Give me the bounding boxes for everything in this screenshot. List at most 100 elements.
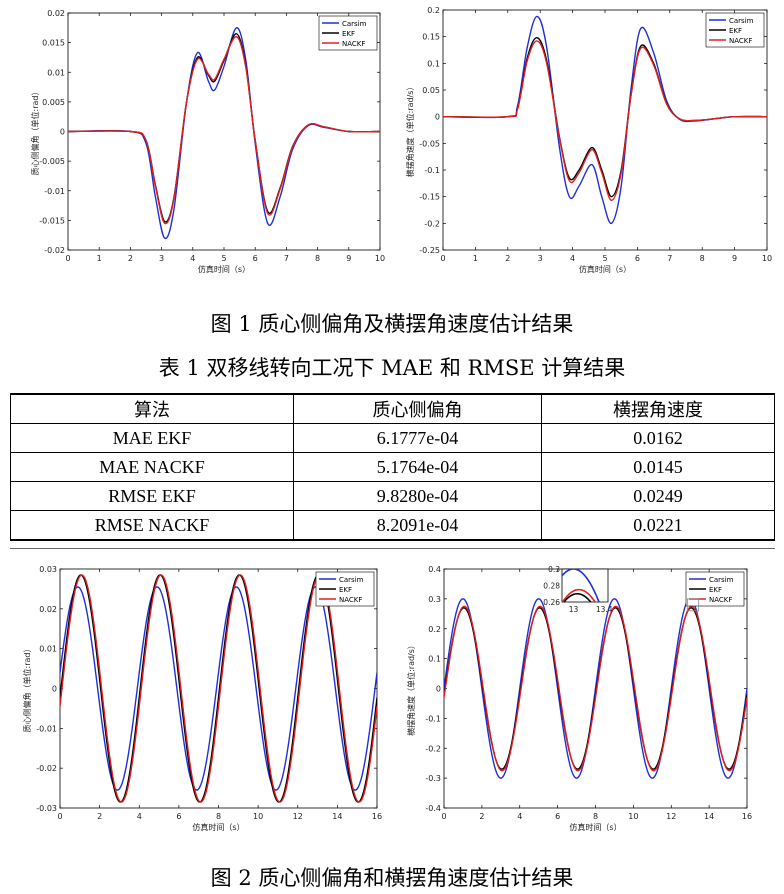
x-axis-label: 仿真时间（s） bbox=[579, 264, 631, 274]
y-tick-label: -0.1 bbox=[424, 166, 440, 175]
inset-series-nackf bbox=[562, 588, 597, 602]
legend-label-ekf: EKF bbox=[709, 586, 722, 594]
y-tick-label: -0.3 bbox=[425, 774, 441, 783]
y-tick-label: -0.02 bbox=[44, 246, 65, 255]
y-tick-label: -0.1 bbox=[425, 714, 441, 723]
y-tick-label: 0.02 bbox=[47, 9, 65, 18]
x-tick-label: 0 bbox=[441, 812, 446, 821]
x-tick-label: 2 bbox=[128, 254, 133, 263]
x-tick-label: 2 bbox=[505, 254, 510, 263]
legend-label-carsim: Carsim bbox=[339, 576, 364, 584]
x-tick-label: 1 bbox=[473, 254, 478, 263]
y-tick-label: 0.15 bbox=[422, 33, 440, 42]
x-tick-label: 14 bbox=[704, 812, 714, 821]
y-tick-label: -0.01 bbox=[36, 724, 57, 733]
x-tick-label: 10 bbox=[628, 812, 638, 821]
zoom-region-box bbox=[686, 598, 700, 612]
y-tick-label: 0.2 bbox=[427, 6, 440, 15]
x-tick-label: 8 bbox=[593, 812, 598, 821]
y-tick-label: 0.2 bbox=[428, 625, 441, 634]
y-tick-label: 0 bbox=[52, 685, 57, 694]
inset-y-tick-label: 0.28 bbox=[543, 582, 560, 591]
x-tick-label: 16 bbox=[372, 812, 382, 821]
table-cell: RMSE NACKF bbox=[10, 510, 294, 541]
y-tick-label: -0.05 bbox=[419, 139, 440, 148]
legend-label-nackf: NACKF bbox=[342, 40, 365, 48]
table-row: MAE NACKF 5.1764e-04 0.0145 bbox=[10, 452, 775, 482]
table-header-row: 算法 质心侧偏角 横摆角速度 bbox=[10, 393, 775, 424]
x-tick-label: 12 bbox=[666, 812, 676, 821]
table-cell: MAE NACKF bbox=[10, 452, 294, 482]
x-axis-label: 仿真时间（s） bbox=[192, 822, 244, 832]
y-tick-label: 0.1 bbox=[427, 59, 440, 68]
x-tick-label: 3 bbox=[538, 254, 543, 263]
legend-label-ekf: EKF bbox=[729, 27, 742, 35]
x-tick-label: 6 bbox=[176, 812, 181, 821]
x-tick-label: 2 bbox=[479, 812, 484, 821]
table-cell: 5.1764e-04 bbox=[293, 452, 542, 482]
x-tick-label: 16 bbox=[742, 812, 752, 821]
y-tick-label: 0.005 bbox=[42, 98, 65, 107]
y-tick-label: 0 bbox=[60, 128, 65, 137]
figure1-caption: 图 1 质心侧偏角及横摆角速度估计结果 bbox=[210, 312, 574, 336]
legend-label-carsim: Carsim bbox=[729, 17, 754, 25]
x-tick-label: 9 bbox=[732, 254, 737, 263]
inset-x-tick-label: 13.4 bbox=[596, 605, 613, 614]
y-axis-label: 质心侧偏角（单位:rad） bbox=[22, 645, 32, 733]
table-row: MAE EKF 6.1777e-04 0.0162 bbox=[10, 423, 775, 453]
x-tick-label: 0 bbox=[57, 812, 62, 821]
table1-caption: 表 1 双移线转向工况下 MAE 和 RMSE 计算结果 bbox=[158, 356, 626, 380]
series-line-carsim bbox=[68, 27, 380, 240]
y-tick-label: -0.015 bbox=[39, 216, 65, 225]
y-tick-label: 0.01 bbox=[47, 68, 65, 77]
legend-label-carsim: Carsim bbox=[342, 20, 367, 28]
figure1-left-chart: 0 1 2 3 4 5 6 7 8 9 10 -0.02 -0.015 -0.01 -0.005 0 0.005… bbox=[30, 9, 385, 274]
figure2-right-chart: 0 2 4 6 8 10 12 14 16 -0.4 -0.3 -0.2 -0.1 0 0.1 0.2 0.3 0… bbox=[406, 565, 752, 832]
y-tick-label: 0.02 bbox=[39, 605, 57, 614]
x-tick-label: 8 bbox=[216, 812, 221, 821]
inset-series-group bbox=[562, 569, 600, 602]
inset-series-ekf bbox=[562, 592, 592, 602]
figure2-left-chart: 0 2 4 6 8 10 12 14 16 -0.03 -0.02 -0.01 0 0.01 0.02 0.0… bbox=[22, 565, 382, 832]
y-axis-label: 横摆角速度（单位:rad/s） bbox=[406, 641, 416, 736]
table-cell: MAE EKF bbox=[10, 423, 294, 453]
table-cell: RMSE EKF bbox=[10, 481, 294, 511]
y-tick-label: -0.2 bbox=[425, 744, 441, 753]
x-tick-label: 12 bbox=[293, 812, 303, 821]
table-row: RMSE EKF 9.8280e-04 0.0249 bbox=[10, 481, 775, 511]
y-axis-label: 质心侧偏角（单位:rad） bbox=[30, 88, 40, 176]
legend-label-ekf: EKF bbox=[339, 586, 352, 594]
legend-label-carsim: Carsim bbox=[709, 576, 734, 584]
y-tick-label: -0.03 bbox=[36, 804, 57, 813]
y-tick-label: 0 bbox=[436, 685, 441, 694]
x-tick-label: 8 bbox=[700, 254, 705, 263]
inset-y-tick-label: 0.26 bbox=[543, 598, 560, 607]
x-tick-label: 6 bbox=[253, 254, 258, 263]
y-tick-label: 0.4 bbox=[428, 565, 441, 574]
x-axis-label: 仿真时间（s） bbox=[569, 822, 621, 832]
x-tick-label: 7 bbox=[284, 254, 289, 263]
x-tick-label: 1 bbox=[97, 254, 102, 263]
x-tick-label: 8 bbox=[315, 254, 320, 263]
figure1-right-chart: 0 1 2 3 4 5 6 7 8 9 10 -0.25 -0.2 -0.15 -0.1 -0.05 0 0.05… bbox=[405, 6, 772, 274]
y-tick-label: 0.03 bbox=[39, 565, 57, 574]
x-tick-label: 4 bbox=[570, 254, 575, 263]
inset-x-tick-label: 13 bbox=[569, 605, 579, 614]
series-line-nackf bbox=[443, 40, 767, 202]
x-tick-label: 3 bbox=[159, 254, 164, 263]
y-tick-label: -0.01 bbox=[44, 187, 65, 196]
y-tick-label: -0.005 bbox=[39, 157, 65, 166]
y-tick-label: -0.02 bbox=[36, 764, 57, 773]
table-cell: 0.0221 bbox=[541, 510, 775, 541]
x-tick-label: 2 bbox=[97, 812, 102, 821]
y-tick-label: 0.1 bbox=[428, 655, 441, 664]
x-tick-label: 10 bbox=[253, 812, 263, 821]
figure2-caption: 图 2 质心侧偏角和横摆角速度估计结果 bbox=[210, 866, 574, 890]
table-cell: 0.0145 bbox=[541, 452, 775, 482]
inset-series-carsim bbox=[562, 569, 600, 602]
x-tick-label: 5 bbox=[221, 254, 226, 263]
x-tick-label: 10 bbox=[762, 254, 772, 263]
x-tick-label: 0 bbox=[440, 254, 445, 263]
table-cell: 0.0162 bbox=[541, 423, 775, 453]
inset-y-tick-label: 0.3 bbox=[548, 565, 560, 574]
